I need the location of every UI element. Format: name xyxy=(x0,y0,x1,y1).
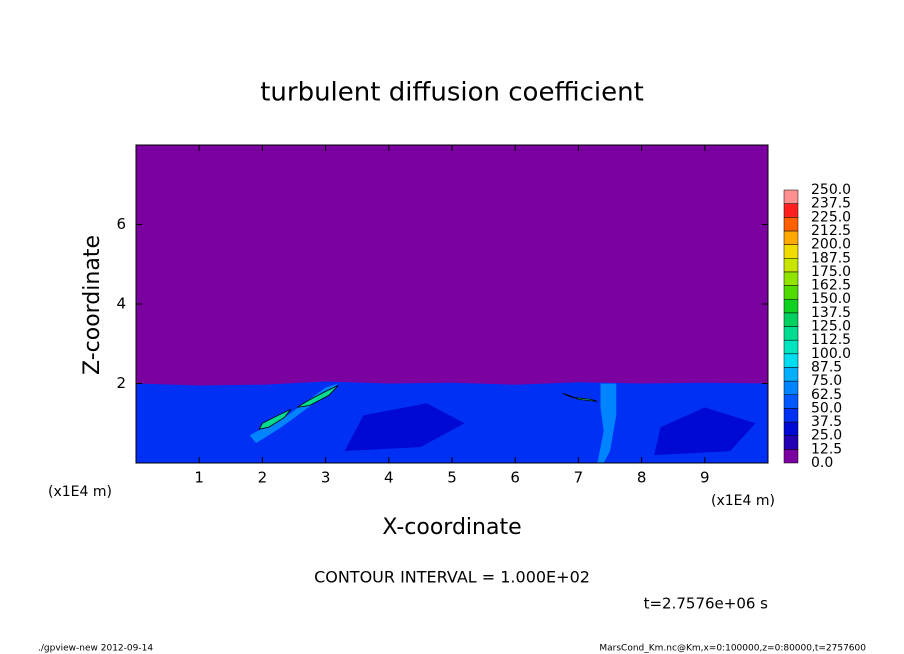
chart-title: turbulent diffusion coefficient xyxy=(260,78,644,108)
x-tick-label: 6 xyxy=(510,469,520,487)
colorbar-bin xyxy=(783,394,799,409)
footer-right: MarsCond_Km.nc@Km,x=0:100000,z=0:80000,t… xyxy=(599,644,866,654)
colorbar-label: 50.0 xyxy=(811,400,842,416)
x-tick-label: 1 xyxy=(194,469,204,487)
colorbar-bin xyxy=(783,217,799,232)
contour-region xyxy=(344,403,465,452)
colorbar-bin xyxy=(783,339,799,355)
colorbar-label: 37.5 xyxy=(811,414,842,430)
colorbar-label: 162.5 xyxy=(811,278,851,294)
colorbar-bin xyxy=(783,435,799,450)
colorbar-bin xyxy=(783,298,799,314)
x-unit-right: (x1E4 m) xyxy=(711,493,775,509)
colorbar-bin xyxy=(783,312,799,327)
colorbar-label: 75.0 xyxy=(811,373,842,389)
colorbar-bin xyxy=(783,449,799,464)
colorbar-bin xyxy=(783,203,799,218)
x-tick-label: 5 xyxy=(447,469,457,487)
colorbar-label: 212.5 xyxy=(811,223,851,239)
contour-interval: CONTOUR INTERVAL = 1.000E+02 xyxy=(314,568,590,587)
x-unit-left: (x1E4 m) xyxy=(48,484,112,500)
colorbar-bin xyxy=(783,408,799,423)
colorbar-bin xyxy=(783,285,799,300)
footer-left: ./gpview-new 2012-09-14 xyxy=(38,644,153,654)
time-label: t=2.7576e+06 s xyxy=(644,595,769,613)
colorbar-bin xyxy=(783,258,799,273)
colorbar-label: 0.0 xyxy=(811,455,833,471)
y-tick-label: 4 xyxy=(116,295,126,313)
colorbar-label: 187.5 xyxy=(811,250,851,266)
colorbar-bin xyxy=(783,380,799,396)
x-tick-label: 4 xyxy=(384,469,394,487)
colorbar-label: 137.5 xyxy=(811,305,851,321)
contour-region xyxy=(296,385,339,408)
colorbar-bin xyxy=(783,244,799,259)
y-tick-label: 6 xyxy=(116,215,126,233)
colorbar-label: 200.0 xyxy=(811,237,851,253)
colorbar-label: 12.5 xyxy=(811,441,842,457)
colorbar-label: 112.5 xyxy=(811,332,851,348)
contour-region xyxy=(597,383,617,463)
colorbar-bin xyxy=(783,367,799,382)
colorbar-bin xyxy=(783,326,799,341)
contour-region xyxy=(654,407,756,456)
colorbar-label: 225.0 xyxy=(811,209,851,225)
colorbar-label: 237.5 xyxy=(811,196,851,212)
y-axis-label: Z-coordinate xyxy=(80,235,105,375)
x-tick-label: 8 xyxy=(637,469,647,487)
colorbar-bin xyxy=(783,271,799,286)
x-tick-label: 3 xyxy=(321,469,331,487)
contour-region xyxy=(562,393,598,402)
colorbar-label: 62.5 xyxy=(811,387,842,403)
colorbar-bin xyxy=(783,230,799,245)
colorbar-bin xyxy=(783,421,799,436)
colorbar-label: 250.0 xyxy=(811,182,851,198)
colorbar-bin xyxy=(783,189,799,204)
colorbar-label: 150.0 xyxy=(811,291,851,307)
x-tick-label: 9 xyxy=(700,469,710,487)
contour-region xyxy=(258,408,292,430)
colorbar-label: 25.0 xyxy=(811,428,842,444)
colorbar-label: 100.0 xyxy=(811,346,851,362)
colorbar-label: 87.5 xyxy=(811,359,842,375)
colorbar-label: 175.0 xyxy=(811,264,851,280)
x-axis-label: X-coordinate xyxy=(382,515,521,540)
y-tick-label: 2 xyxy=(116,374,126,392)
x-tick-label: 2 xyxy=(258,469,268,487)
x-tick-label: 7 xyxy=(574,469,584,487)
colorbar-label: 125.0 xyxy=(811,319,851,335)
colorbar-bin xyxy=(783,353,799,368)
